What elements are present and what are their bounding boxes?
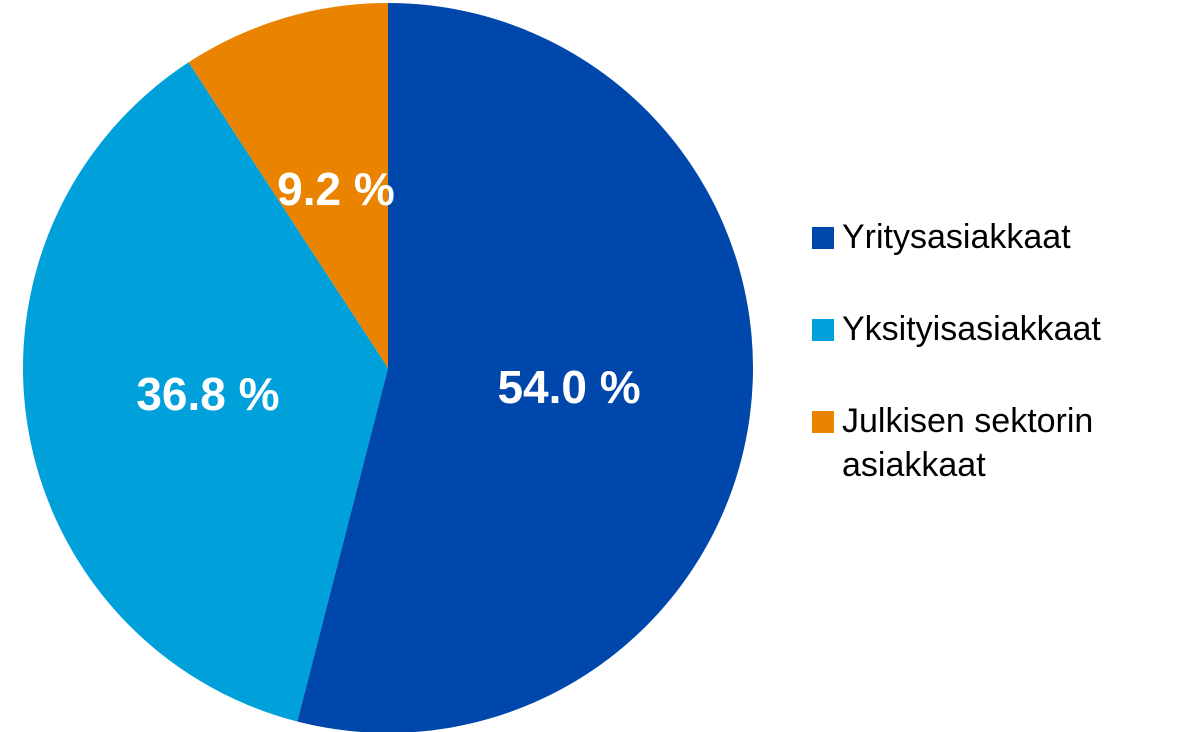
data-label: 9.2 %	[277, 163, 395, 215]
legend-swatch	[812, 319, 834, 341]
legend-item: Julkisen sektorin asiakkaat	[812, 399, 1182, 487]
legend-swatch	[812, 411, 834, 433]
legend-swatch	[812, 227, 834, 249]
pie-slice	[188, 3, 388, 368]
legend-label: Julkisen sektorin asiakkaat	[842, 402, 1094, 484]
pie-slice	[23, 62, 388, 722]
data-label: 54.0 %	[497, 361, 640, 413]
legend-label: Yksityisasiakkaat	[842, 310, 1101, 348]
pie-slice	[297, 3, 753, 732]
legend-item: Yritysasiakkaat	[812, 215, 1182, 259]
legend-item: Yksityisasiakkaat	[812, 307, 1182, 351]
data-label: 36.8 %	[136, 368, 279, 420]
legend-label: Yritysasiakkaat	[842, 218, 1071, 256]
legend: Yritysasiakkaat Yksityisasiakkaat Julkisen…	[812, 215, 1182, 535]
